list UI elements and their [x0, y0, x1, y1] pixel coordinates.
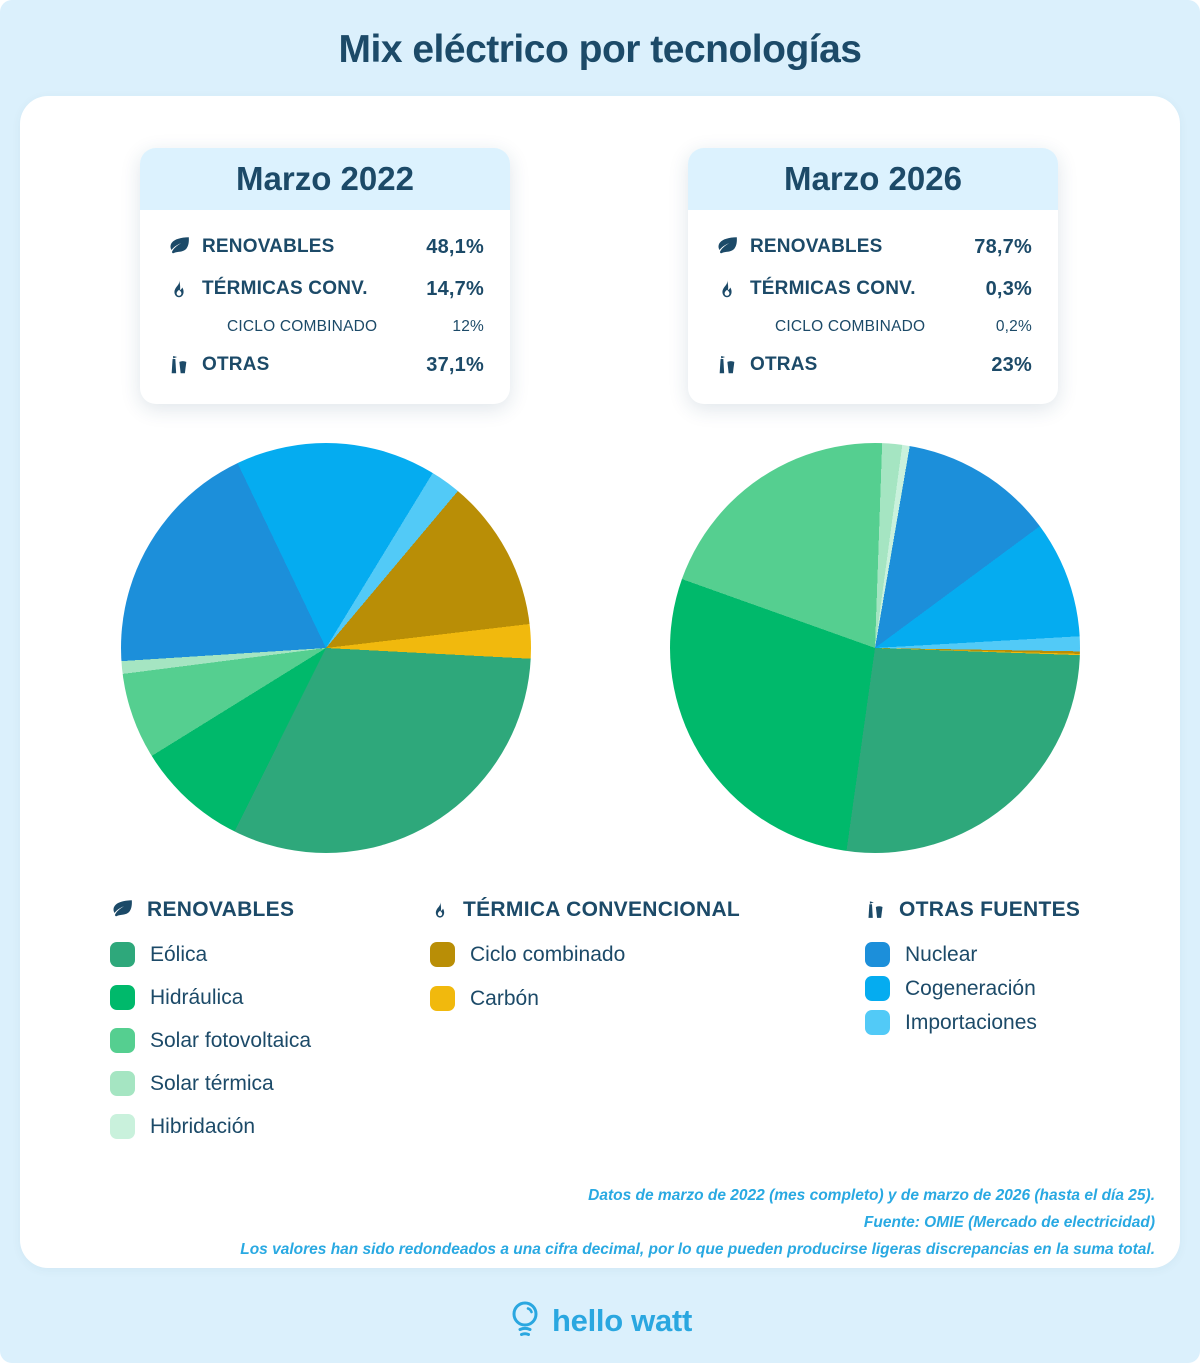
- stat-row-value: 0,3%: [985, 277, 1032, 300]
- footnote-line-1: Datos de marzo de 2022 (mes completo) y …: [588, 1187, 1155, 1204]
- flame-icon: [430, 899, 450, 921]
- stat-row-label: OTRAS: [750, 354, 818, 375]
- color-swatch: [865, 976, 890, 1001]
- legend-termica-convencional: TÉRMICA CONVENCIONAL Ciclo combinado Car…: [430, 896, 740, 1030]
- pie-chart-marzo-2022: [121, 443, 531, 853]
- stat-row-label: TÉRMICAS CONV.: [202, 278, 368, 299]
- stat-row-label: CICLO COMBINADO: [775, 318, 926, 335]
- legend-item-label: Ciclo combinado: [470, 942, 626, 966]
- stat-row-otras: OTRAS 23%: [714, 344, 1032, 386]
- legend-item-label: Nuclear: [905, 942, 978, 966]
- stat-row-renovables: RENOVABLES 48,1%: [166, 226, 484, 268]
- stat-row-label: RENOVABLES: [750, 236, 883, 257]
- stat-row-termicas: TÉRMICAS CONV. 14,7%: [166, 268, 484, 310]
- stat-card-body: RENOVABLES 78,7% TÉRMICAS CONV. 0,3% CIC…: [688, 210, 1058, 386]
- color-swatch: [110, 985, 135, 1010]
- stat-row-otras: OTRAS 37,1%: [166, 344, 484, 386]
- factory-icon: [166, 353, 192, 377]
- factory-icon: [865, 899, 886, 921]
- stat-row-renovables: RENOVABLES 78,7%: [714, 226, 1032, 268]
- legend-item-label: Carbón: [470, 986, 539, 1010]
- flame-icon: [166, 277, 192, 301]
- flame-icon: [714, 277, 740, 301]
- legend-item-label: Solar térmica: [150, 1071, 274, 1095]
- legend-item-label: Cogeneración: [905, 976, 1036, 1000]
- stat-row-label: TÉRMICAS CONV.: [750, 278, 916, 299]
- legend-header: OTRAS FUENTES: [865, 896, 1080, 924]
- footnotes: Datos de marzo de 2022 (mes completo) y …: [235, 1182, 1155, 1263]
- legend-item-ciclo-combinado: Ciclo combinado: [430, 942, 740, 967]
- legend-item-hibridacion: Hibridación: [110, 1114, 311, 1139]
- color-swatch: [110, 1114, 135, 1139]
- factory-icon: [714, 353, 740, 377]
- stat-card-body: RENOVABLES 48,1% TÉRMICAS CONV. 14,7% CI…: [140, 210, 510, 386]
- stat-row-value: 14,7%: [426, 277, 484, 300]
- stat-row-value: 0,2%: [995, 318, 1032, 335]
- brand-footer: hello watt: [0, 1290, 1200, 1352]
- legend-item-nuclear: Nuclear: [865, 942, 1080, 967]
- stat-row-label: OTRAS: [202, 354, 270, 375]
- color-swatch: [110, 1028, 135, 1053]
- stat-row-ciclo-combinado: CICLO COMBINADO 0,2%: [714, 310, 1032, 344]
- legend-header: TÉRMICA CONVENCIONAL: [430, 896, 740, 924]
- stat-row-termicas: TÉRMICAS CONV. 0,3%: [714, 268, 1032, 310]
- brand-logo-text: hello watt: [552, 1303, 692, 1338]
- legend-renovables: RENOVABLES Eólica Hidráulica Solar fotov…: [110, 896, 311, 1157]
- legend-item-label: Importaciones: [905, 1010, 1037, 1034]
- stat-row-label: CICLO COMBINADO: [227, 318, 378, 335]
- stat-row-value: 48,1%: [426, 235, 484, 258]
- legend-item-label: Solar fotovoltaica: [150, 1028, 312, 1052]
- stat-card-marzo-2022: Marzo 2022 RENOVABLES 48,1% TÉRMICAS CON…: [140, 148, 510, 404]
- color-swatch: [430, 942, 455, 967]
- stat-row-label: RENOVABLES: [202, 236, 335, 257]
- stat-card-title: Marzo 2022: [140, 148, 510, 210]
- stat-row-value: 12%: [452, 318, 484, 335]
- leaf-icon: [110, 898, 134, 922]
- color-swatch: [865, 942, 890, 967]
- page-title: Mix eléctrico por tecnologías: [338, 28, 862, 71]
- lightbulb-icon: [508, 1300, 542, 1342]
- color-swatch: [865, 1010, 890, 1035]
- legend-item-solar-termica: Solar térmica: [110, 1071, 311, 1096]
- content-card: Marzo 2022 RENOVABLES 48,1% TÉRMICAS CON…: [20, 96, 1180, 1268]
- stat-row-value: 23%: [991, 353, 1032, 376]
- legend-item-carbon: Carbón: [430, 986, 740, 1011]
- legend-title: RENOVABLES: [147, 898, 295, 921]
- color-swatch: [430, 986, 455, 1011]
- color-swatch: [110, 1071, 135, 1096]
- legend-title: OTRAS FUENTES: [899, 898, 1081, 921]
- leaf-icon: [166, 235, 192, 259]
- legend-header: RENOVABLES: [110, 896, 311, 924]
- legend-item-solar-fotovoltaica: Solar fotovoltaica: [110, 1028, 311, 1053]
- footnote-line-2: Fuente: OMIE (Mercado de electricidad): [863, 1214, 1155, 1231]
- stat-row-ciclo-combinado: CICLO COMBINADO 12%: [166, 310, 484, 344]
- legend-item-cogeneracion: Cogeneración: [865, 976, 1080, 1001]
- stat-row-value: 37,1%: [426, 353, 484, 376]
- stat-card-title: Marzo 2026: [688, 148, 1058, 210]
- footnote-line-3: Los valores han sido redondeados a una c…: [240, 1241, 1155, 1258]
- legend-item-label: Hidráulica: [150, 985, 244, 1009]
- legend-item-hidraulica: Hidráulica: [110, 985, 311, 1010]
- legend-item-importaciones: Importaciones: [865, 1010, 1080, 1035]
- pie-chart-marzo-2026: [670, 443, 1080, 853]
- legend-title: TÉRMICA CONVENCIONAL: [463, 898, 741, 921]
- color-swatch: [110, 942, 135, 967]
- legend-item-label: Eólica: [150, 942, 208, 966]
- stat-row-value: 78,7%: [974, 235, 1032, 258]
- leaf-icon: [714, 235, 740, 259]
- legend-item-label: Hibridación: [150, 1114, 256, 1138]
- stat-card-marzo-2026: Marzo 2026 RENOVABLES 78,7% TÉRMICAS CON…: [688, 148, 1058, 404]
- legend-item-eolica: Eólica: [110, 942, 311, 967]
- legend-otras-fuentes: OTRAS FUENTES Nuclear Cogeneración Impor…: [865, 896, 1080, 1044]
